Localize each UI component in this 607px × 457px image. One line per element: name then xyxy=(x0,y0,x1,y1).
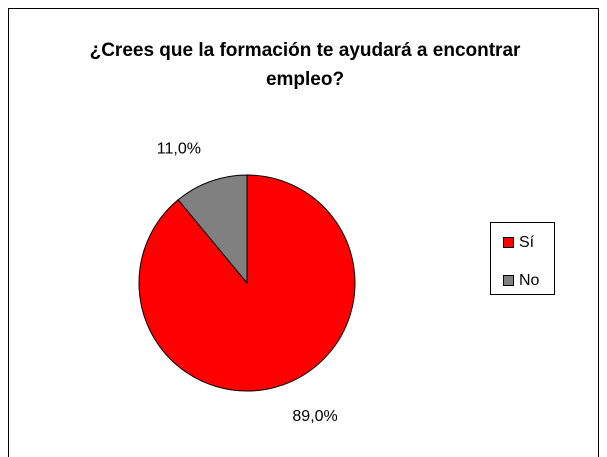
legend-label: Sí xyxy=(519,234,535,251)
pie-slice xyxy=(177,174,248,285)
data-label: 89,0% xyxy=(292,408,337,425)
legend-label: No xyxy=(519,272,540,289)
data-label: 11,0% xyxy=(157,141,201,158)
legend-box xyxy=(490,222,555,295)
legend-swatch xyxy=(503,275,514,286)
legend-swatch xyxy=(503,237,514,248)
chart-title: ¿Crees que la formación te ayudará a enc… xyxy=(89,40,521,90)
